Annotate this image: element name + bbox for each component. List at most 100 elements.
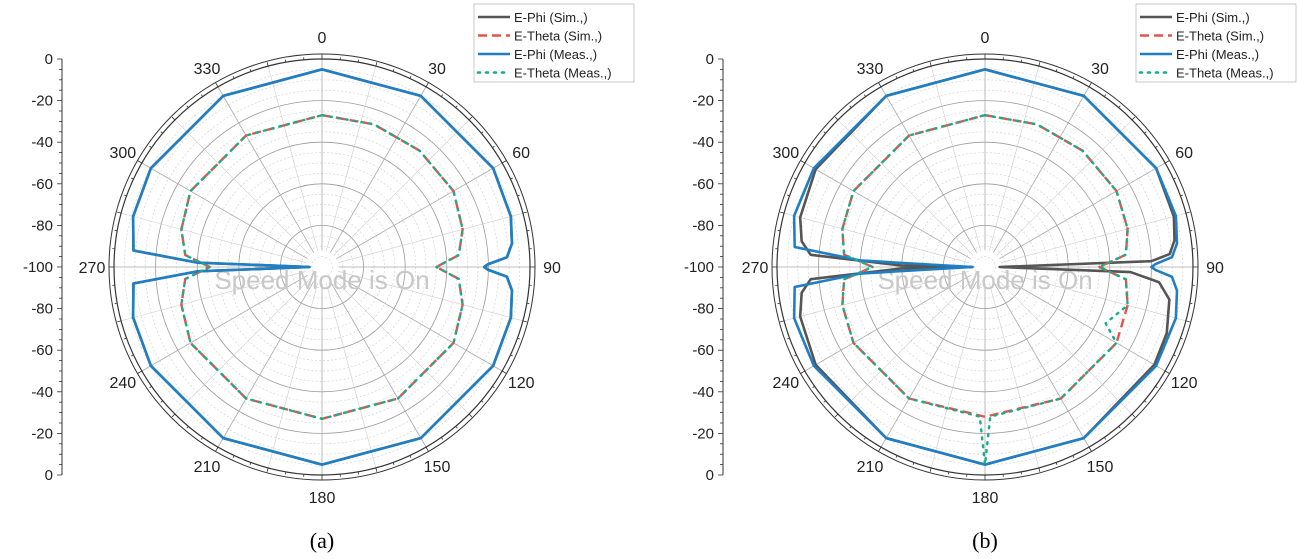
radial-tick-label: -100: [684, 259, 714, 276]
angle-label: 240: [772, 375, 799, 392]
radial-tick-label: -20: [31, 425, 53, 442]
angle-label: 270: [79, 260, 106, 277]
angular-grid-line: [174, 119, 311, 256]
angular-tick: [1103, 94, 1107, 97]
angle-label: 270: [742, 260, 769, 277]
angle-label: 330: [857, 61, 884, 78]
angular-tick: [794, 354, 797, 357]
radial-tick-label: 0: [45, 51, 53, 68]
angular-grid-line: [336, 274, 503, 372]
legend: E-Phi (Sim.,) E-Theta (Sim.,) E-Phi (Meas.…: [473, 3, 635, 83]
angular-tick: [834, 116, 839, 121]
angular-tick: [137, 160, 143, 164]
angular-tick: [501, 370, 507, 374]
angular-tick: [266, 467, 269, 472]
angular-tick: [812, 145, 815, 149]
angular-grid-line: [217, 86, 315, 253]
angular-tick: [1155, 145, 1158, 149]
angular-tick: [800, 160, 806, 164]
angle-label: 60: [512, 145, 530, 162]
angular-tick: [1173, 354, 1176, 357]
angular-tick: [510, 177, 513, 180]
angular-tick: [266, 62, 269, 67]
angular-tick: [481, 400, 484, 403]
radial-tick-label: -60: [31, 176, 53, 193]
radial-tick-label: -20: [692, 425, 714, 442]
angular-tick: [1131, 116, 1136, 121]
angular-grid-line: [329, 281, 427, 448]
angular-tick: [1185, 211, 1190, 214]
angular-tick: [186, 426, 189, 429]
angular-tick: [409, 455, 412, 458]
radial-tick-label: -40: [31, 134, 53, 151]
angle-label: 0: [318, 30, 327, 47]
angular-grid-line: [989, 66, 1040, 252]
angular-tick: [468, 413, 473, 418]
angular-grid-line: [333, 119, 470, 256]
angular-grid-line: [999, 274, 1166, 372]
angular-tick: [794, 177, 797, 180]
angular-tick: [171, 116, 176, 121]
legend-label: E-Theta (Sim.,): [1176, 29, 1264, 44]
angular-grid-line: [121, 271, 307, 322]
angular-tick: [863, 437, 867, 440]
angle-label: 150: [1087, 459, 1114, 476]
panel-caption: (a): [310, 528, 334, 553]
angular-tick: [1103, 437, 1107, 440]
angular-tick: [232, 76, 235, 79]
angular-tick: [823, 131, 826, 134]
radial-tick-label: -40: [692, 384, 714, 401]
angular-grid-line: [880, 281, 978, 448]
angular-tick: [1038, 62, 1041, 67]
angular-tick: [1055, 462, 1058, 465]
angular-tick: [1131, 413, 1136, 418]
angular-tick: [912, 462, 915, 465]
angular-grid-line: [336, 162, 503, 260]
angular-tick: [849, 426, 852, 429]
legend-label: E-Phi (Meas.,): [514, 47, 597, 62]
angular-tick: [929, 62, 932, 67]
legend-label: E-Theta (Meas.,): [1176, 66, 1274, 81]
angular-grid-line: [1000, 212, 1186, 263]
angle-label: 90: [1206, 260, 1224, 277]
angular-tick: [1144, 400, 1147, 403]
angular-tick: [510, 354, 513, 357]
angular-tick: [1144, 131, 1147, 134]
radial-tick-label: -80: [692, 217, 714, 234]
angular-tick: [849, 105, 852, 108]
angular-grid-line: [1000, 271, 1186, 322]
angular-tick: [1155, 385, 1158, 389]
angular-tick: [375, 467, 378, 472]
angle-label: 30: [1091, 61, 1109, 78]
angular-grid-line: [784, 271, 970, 322]
angular-tick: [468, 116, 473, 121]
angular-tick: [492, 145, 495, 149]
angular-tick: [392, 69, 395, 72]
angular-tick: [1164, 370, 1170, 374]
angular-tick: [522, 211, 527, 214]
angular-tick: [1180, 337, 1183, 340]
angular-tick: [249, 462, 252, 465]
angular-grid-line: [267, 66, 318, 252]
angular-grid-line: [804, 162, 971, 260]
angular-grid-line: [329, 86, 427, 253]
radial-tick-label: -20: [31, 93, 53, 110]
angular-tick: [787, 194, 790, 197]
angular-tick: [895, 76, 898, 79]
angular-tick: [878, 446, 882, 452]
radial-tick-label: -60: [692, 176, 714, 193]
radial-tick-label: 0: [706, 467, 714, 484]
angular-tick: [124, 194, 127, 197]
radial-tick-label: -80: [692, 301, 714, 318]
angular-grid-line: [999, 162, 1166, 260]
angular-tick: [1118, 105, 1121, 108]
angle-label: 60: [1175, 145, 1193, 162]
angular-tick: [878, 82, 882, 88]
angular-grid-line: [996, 119, 1133, 256]
angular-tick: [1072, 455, 1075, 458]
angular-tick: [186, 105, 189, 108]
angular-tick: [1118, 426, 1121, 429]
angular-tick: [124, 337, 127, 340]
angular-grid-line: [141, 274, 308, 372]
series-line-3: [792, 68, 1179, 466]
